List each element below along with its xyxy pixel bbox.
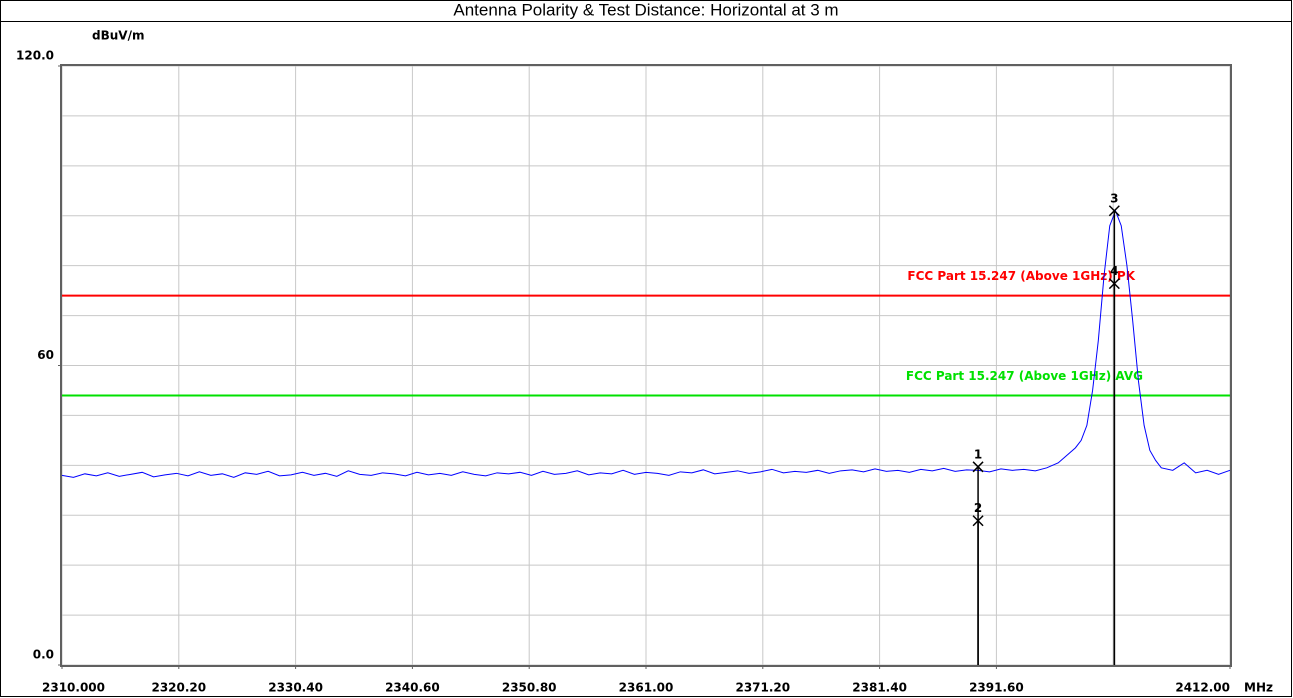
x-tick-label: 2412.00 xyxy=(1175,681,1230,695)
trace xyxy=(61,209,1231,478)
x-axis-unit: MHz xyxy=(1244,681,1273,695)
x-tick-label: 2391.60 xyxy=(969,681,1024,695)
x-tick-label: 2330.40 xyxy=(268,681,323,695)
x-tick-label: 2340.60 xyxy=(385,681,440,695)
x-tick-label: 2371.20 xyxy=(735,681,790,695)
x-tick-label: 2361.00 xyxy=(619,681,674,695)
y-axis-unit: dBuV/m xyxy=(92,29,144,43)
y-tick-label: 60 xyxy=(37,348,54,362)
marker xyxy=(972,515,984,527)
marker xyxy=(972,461,984,473)
marker xyxy=(1108,205,1120,217)
x-tick-label: 2381.40 xyxy=(852,681,907,695)
chart-title: Antenna Polarity & Test Distance: Horizo… xyxy=(453,0,838,19)
y-tick-label: 0.0 xyxy=(33,648,54,662)
y-tick-label: 120.0 xyxy=(16,49,54,63)
limit-label: FCC Part 15.247 (Above 1GHz) PK xyxy=(907,269,1135,283)
marker-label: 4 xyxy=(1110,264,1118,278)
marker xyxy=(1108,278,1120,290)
marker-label: 2 xyxy=(974,501,982,515)
x-tick-label: 2350.80 xyxy=(502,681,557,695)
marker-label: 1 xyxy=(974,447,982,461)
x-tick-label: 2310.000 xyxy=(42,681,105,695)
marker-label: 3 xyxy=(1110,191,1118,205)
x-tick-label: 2320.20 xyxy=(151,681,206,695)
limit-label: FCC Part 15.247 (Above 1GHz) AVG xyxy=(906,369,1143,383)
